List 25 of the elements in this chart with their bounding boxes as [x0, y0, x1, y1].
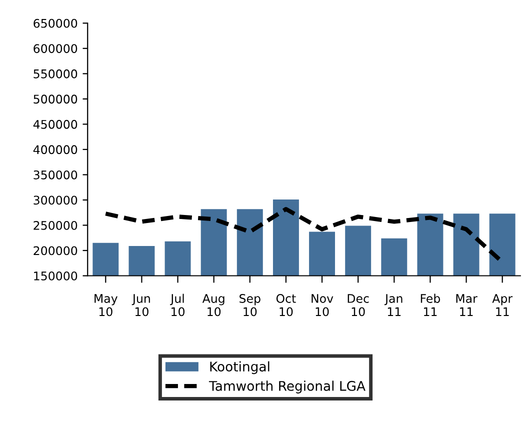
y-tick-label: 600000 [34, 44, 78, 54]
x-tick-label: Jun 10 [132, 294, 150, 316]
y-tick-label: 250000 [34, 220, 78, 230]
y-tick-label: 400000 [33, 145, 78, 154]
x-tick-label: Nov 10 [312, 294, 334, 316]
y-tick-label: 350000 [34, 170, 78, 180]
x-tick-label: Oct 10 [276, 294, 296, 316]
x-tick-label: Feb 11 [420, 294, 440, 316]
y-tick-label: 650000 [34, 18, 78, 28]
x-tick-label: Mar 11 [456, 294, 478, 316]
x-tick-label: Dec 10 [348, 294, 369, 316]
x-tick-label: Aug 10 [202, 294, 224, 316]
x-tick-label: Sep 10 [240, 294, 260, 316]
x-tick-label: Jan 11 [384, 294, 402, 316]
x-tick-label: May 10 [94, 294, 118, 316]
y-tick-label: 200000 [34, 246, 78, 256]
y-tick-label: 300000 [34, 196, 78, 205]
x-tick-label: Apr 11 [492, 294, 513, 316]
legend-label: Tamworth Regional LGA [208, 380, 366, 394]
y-tick-label: 450000 [33, 120, 78, 129]
y-tick-label: 550000 [34, 69, 78, 78]
x-tick-label: Jul 10 [170, 294, 184, 316]
y-tick-label: 500000 [34, 94, 78, 104]
legend-label: Kootingal [210, 361, 270, 374]
y-tick-label: 150000 [34, 271, 78, 280]
